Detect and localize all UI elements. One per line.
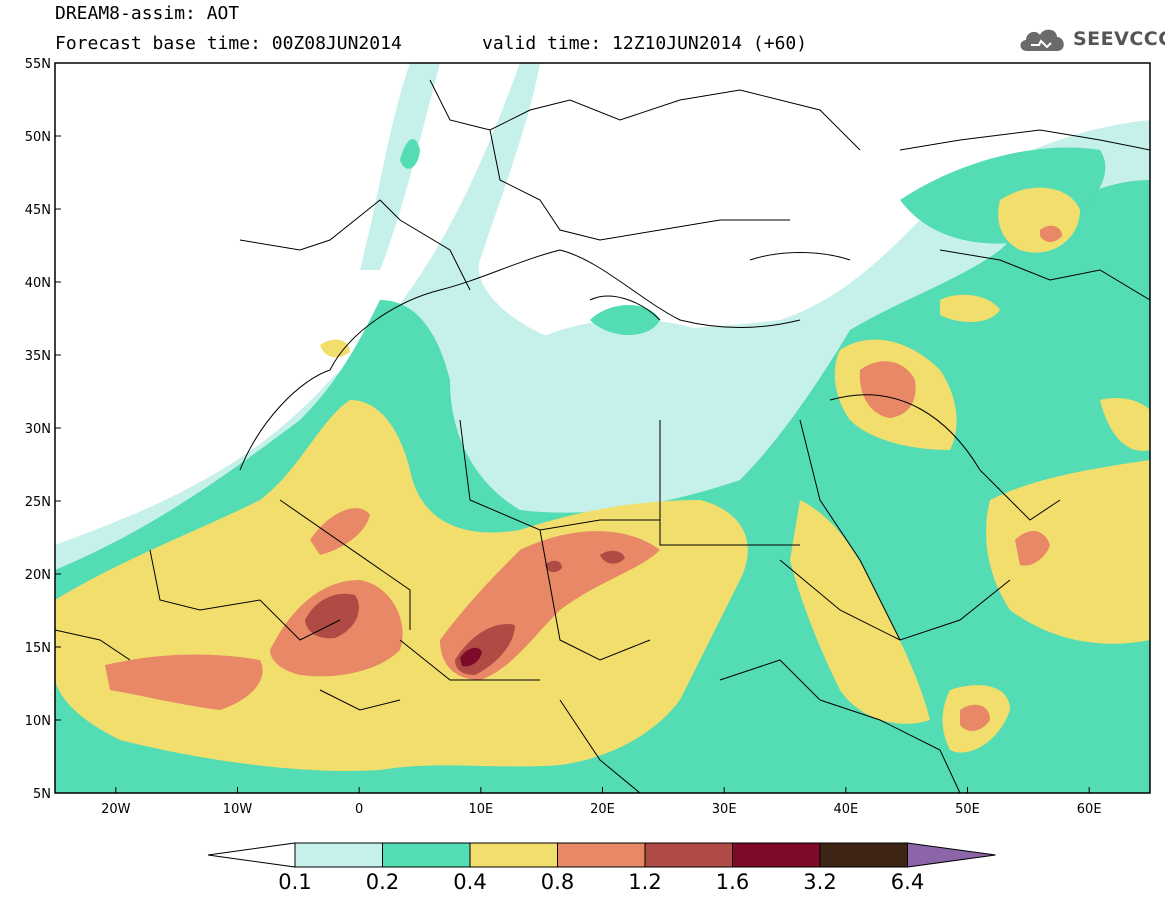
latitude-axis: 5N 10N 15N 20N 25N 30N 35N 40N 45N 50N 55N bbox=[25, 57, 61, 802]
lon-tick-label: 10W bbox=[223, 802, 253, 817]
colorbar-label: 0.1 bbox=[278, 870, 311, 894]
lat-tick-label: 30N bbox=[25, 422, 51, 437]
colorbar-label: 1.6 bbox=[716, 870, 749, 894]
colorbar-label: 0.4 bbox=[453, 870, 486, 894]
logo-text: SEEVCCC bbox=[1073, 28, 1165, 50]
cloud-logo-icon bbox=[1020, 29, 1064, 51]
lat-tick-label: 25N bbox=[25, 495, 51, 510]
colorbar-swatch bbox=[469, 842, 558, 868]
lon-tick-label: 60E bbox=[1077, 802, 1102, 817]
aot-field bbox=[55, 63, 1150, 793]
lon-tick-label: 20W bbox=[101, 802, 131, 817]
colorbar-label: 0.2 bbox=[366, 870, 399, 894]
forecast-base-time: Forecast base time: 00Z08JUN2014 bbox=[55, 33, 402, 54]
colorbar-swatch bbox=[294, 842, 383, 868]
lat-tick-label: 35N bbox=[25, 349, 51, 364]
longitude-axis: 20W 10W 0 10E 20E 30E 40E 50E 60E bbox=[101, 787, 1102, 817]
lon-tick-label: 50E bbox=[955, 802, 980, 817]
lat-tick-label: 55N bbox=[25, 57, 51, 72]
valid-time: valid time: 12Z10JUN2014 (+60) bbox=[482, 33, 808, 54]
colorbar-swatch bbox=[382, 842, 471, 868]
lat-tick-label: 45N bbox=[25, 203, 51, 218]
colorbar-high-extension bbox=[907, 842, 996, 868]
colorbar-low-extension bbox=[207, 842, 296, 868]
seevccc-logo: SEEVCCC bbox=[1017, 22, 1165, 56]
country-borders bbox=[55, 79, 1150, 793]
lon-tick-label: 0 bbox=[355, 802, 363, 817]
colorbar-label: 6.4 bbox=[891, 870, 924, 894]
lon-tick-label: 40E bbox=[833, 802, 858, 817]
colorbar-swatch bbox=[644, 842, 733, 868]
colorbar-label: 3.2 bbox=[803, 870, 836, 894]
lat-tick-label: 5N bbox=[33, 787, 51, 802]
colorbar-label: 1.2 bbox=[628, 870, 661, 894]
lat-tick-label: 50N bbox=[25, 130, 51, 145]
lat-tick-label: 10N bbox=[25, 714, 51, 729]
colorbar-swatch bbox=[557, 842, 646, 868]
colorbar-swatch bbox=[819, 842, 908, 868]
aot-colorbar: 0.1 0.2 0.4 0.8 1.2 1.6 3.2 6.4 bbox=[207, 842, 996, 894]
aot-band-1.6 bbox=[460, 647, 482, 667]
lon-tick-label: 30E bbox=[712, 802, 737, 817]
lat-tick-label: 40N bbox=[25, 276, 51, 291]
lon-tick-label: 10E bbox=[468, 802, 493, 817]
colorbar-swatch bbox=[732, 842, 821, 868]
lon-tick-label: 20E bbox=[590, 802, 615, 817]
map-title: DREAM8-assim: AOT bbox=[55, 3, 240, 24]
colorbar-label: 0.8 bbox=[541, 870, 574, 894]
lat-tick-label: 15N bbox=[25, 641, 51, 656]
lat-tick-label: 20N bbox=[25, 568, 51, 583]
